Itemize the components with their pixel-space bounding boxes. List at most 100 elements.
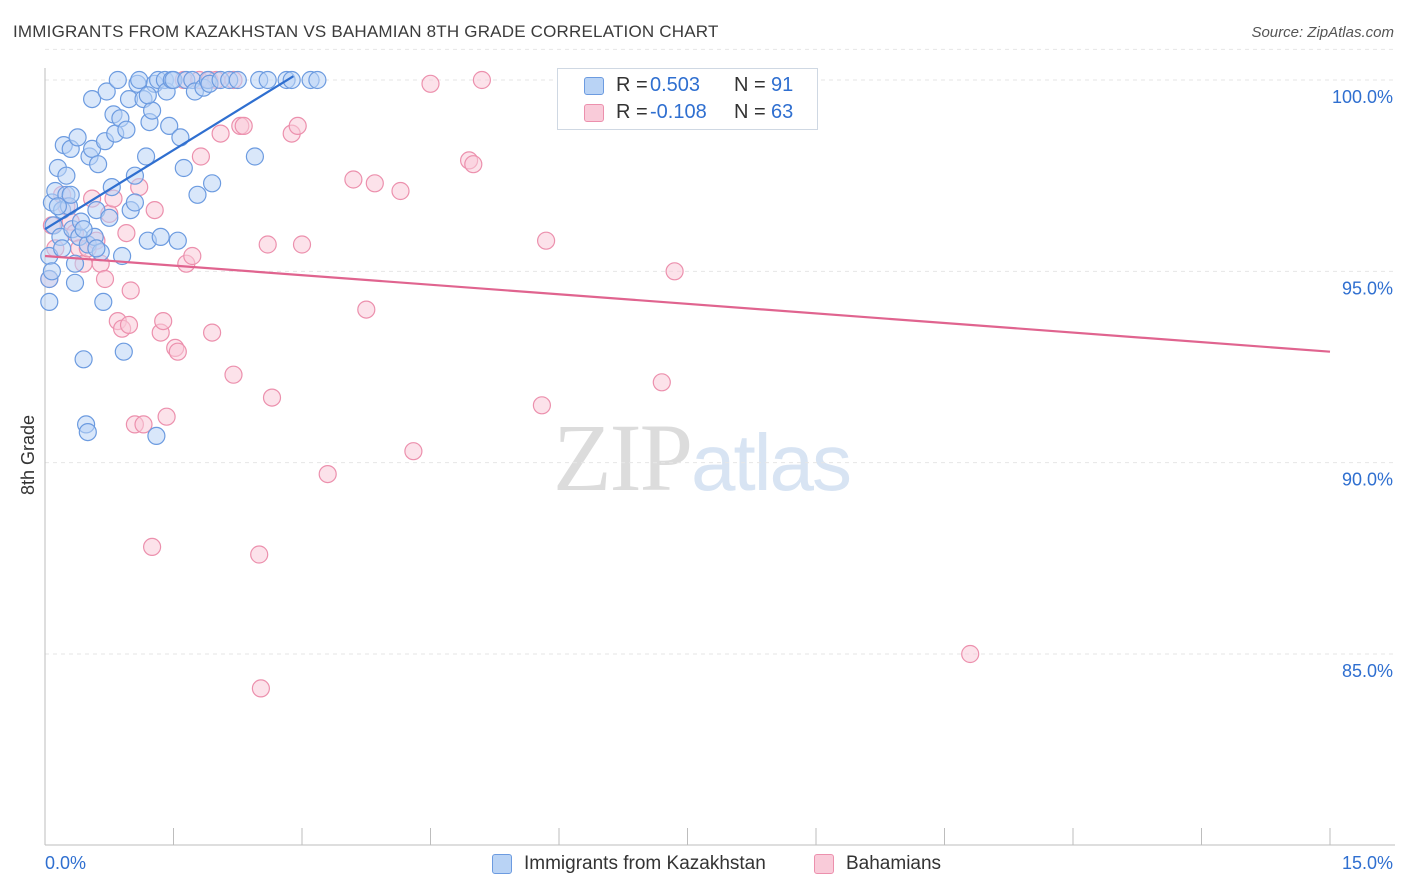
legend-r-value: 0.503: [650, 74, 701, 96]
kazakhstan-point: [48, 197, 68, 216]
axis-layer: [44, 68, 1395, 846]
x-tick-label: 15.0%: [1342, 853, 1393, 873]
kazakhstan-point: [168, 231, 187, 250]
bahamians-point: [191, 147, 210, 166]
bahamians-point: [262, 388, 282, 407]
bahamians-point: [143, 537, 162, 557]
kazakhstan-point: [87, 239, 106, 258]
y-tick-label: 90.0%: [1342, 470, 1393, 490]
bahamians-point: [224, 365, 243, 384]
legend-swatch-pink: [584, 104, 604, 122]
kazakhstan-trend-line: [44, 75, 295, 231]
kazakhstan-point: [57, 166, 76, 185]
bahamians-point: [168, 342, 187, 361]
kazakhstan-point: [282, 70, 301, 90]
kazakhstan-point: [174, 158, 193, 178]
bahamians-point: [288, 116, 307, 136]
legend-r-value: -0.108: [650, 101, 707, 123]
y-tick-label: 95.0%: [1342, 278, 1393, 298]
bahamians-point: [157, 407, 176, 426]
bahamians-point: [145, 201, 164, 220]
legend-row-bahamians: R = -0.108 N = 63: [558, 100, 817, 126]
series-legend: Immigrants from Kazakhstan Bahamians: [0, 852, 1406, 878]
legend-n-value: 91: [771, 74, 794, 96]
kazakhstan-point: [68, 128, 87, 147]
legend-r-label: R =: [616, 74, 648, 96]
bahamians-trend-line: [44, 254, 1331, 353]
kazakhstan-point: [125, 193, 144, 212]
watermark: ZIPatlas: [553, 402, 852, 513]
legend-label-kazakhstan: Immigrants from Kazakhstan: [524, 853, 766, 874]
bahamians-point: [652, 373, 671, 392]
kazakhstan-point: [147, 426, 166, 445]
y-tick-label: 100.0%: [1332, 87, 1393, 107]
legend-swatch-blue: [492, 854, 512, 874]
legend-r-label: R =: [616, 101, 648, 123]
kazakhstan-point: [308, 70, 327, 90]
bahamians-point: [318, 465, 337, 484]
kazakhstan-point: [97, 82, 116, 101]
trend-lines: [44, 75, 1331, 353]
bahamians-point: [203, 323, 222, 342]
bahamians-point: [472, 70, 491, 90]
kazakhstan-point: [130, 70, 149, 90]
kazakhstan-point: [137, 147, 156, 166]
legend-n-value: 63: [771, 101, 794, 123]
legend-n-label: N =: [734, 74, 766, 96]
kazakhstan-point: [65, 273, 85, 292]
bahamians-point: [292, 235, 312, 254]
watermark-zip: ZIP: [553, 404, 693, 511]
kazakhstan-point: [117, 120, 136, 139]
bahamians-point: [365, 174, 384, 193]
kazakhstan-point: [112, 246, 132, 266]
bahamians-point: [421, 74, 440, 93]
bahamians-point: [464, 155, 483, 174]
bahamians-point: [250, 545, 269, 564]
bahamians-point: [234, 116, 253, 136]
bahamians-point: [961, 644, 980, 664]
bahamians-point: [251, 679, 270, 698]
bahamians-point: [121, 281, 140, 300]
bahamians-point: [536, 231, 556, 250]
kazakhstan-point: [228, 70, 247, 90]
bahamians-point: [357, 300, 376, 319]
legend-swatch-pink: [814, 854, 834, 874]
kazakhstan-point: [100, 208, 119, 227]
legend-n-label: N =: [734, 101, 766, 123]
tick-labels: 100.0% 95.0% 90.0% 85.0% 0.0% 15.0%: [45, 87, 1393, 873]
kazakhstan-point: [74, 350, 93, 369]
kazakhstan-point: [114, 342, 133, 361]
kazakhstan-point: [203, 174, 222, 193]
bahamians-point: [404, 442, 423, 461]
kazakhstan-point: [108, 70, 127, 90]
x-tick-label: 0.0%: [45, 853, 86, 873]
bahamians-point: [258, 235, 277, 254]
bahamians-point: [211, 124, 230, 143]
legend-row-kazakhstan: R = 0.503 N = 91: [558, 73, 817, 99]
kazakhstan-point: [258, 70, 277, 90]
kazakhstan-point: [61, 185, 80, 204]
bahamians-point: [119, 315, 139, 334]
kazakhstan-point: [52, 239, 72, 258]
bahamians-point: [665, 262, 684, 281]
legend-label-bahamians: Bahamians: [846, 853, 942, 874]
bahamians-point: [134, 415, 153, 434]
grid-layer: [45, 48, 1395, 655]
bahamians-point: [154, 312, 173, 331]
kazakhstan-point: [245, 147, 264, 166]
bahamians-point: [95, 269, 115, 289]
kazakhstan-point: [160, 116, 179, 136]
source-label: Source: ZipAtlas.com: [1251, 24, 1394, 41]
kazakhstan-point: [94, 292, 113, 311]
bahamians-point: [344, 170, 363, 189]
kazakhstan-point: [151, 227, 170, 246]
kazakhstan-point: [40, 292, 59, 311]
kazakhstan-point: [74, 220, 93, 239]
bahamians-point: [391, 181, 410, 201]
chart-title: IMMIGRANTS FROM KAZAKHSTAN VS BAHAMIAN 8…: [13, 22, 719, 41]
kazakhstan-point: [138, 86, 157, 105]
y-axis-label: 8th Grade: [18, 415, 38, 495]
kazakhstan-points: [40, 70, 327, 445]
kazakhstan-point: [88, 155, 108, 174]
